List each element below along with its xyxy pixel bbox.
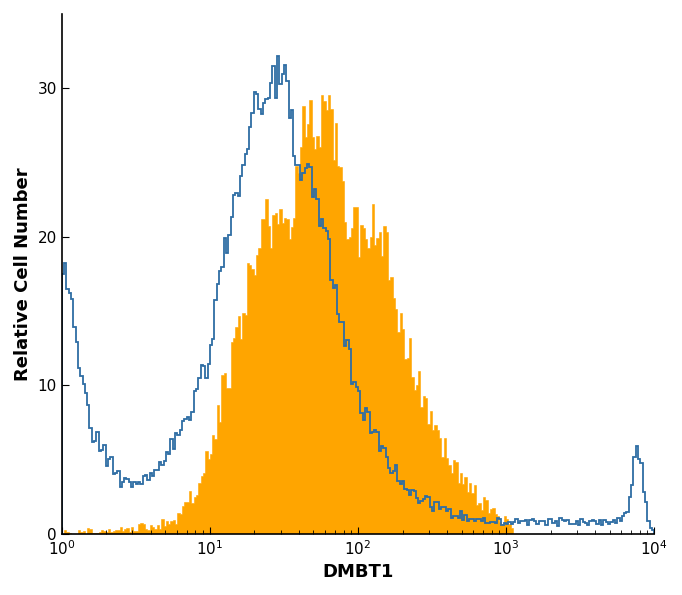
Y-axis label: Relative Cell Number: Relative Cell Number bbox=[14, 167, 32, 381]
X-axis label: DMBT1: DMBT1 bbox=[323, 563, 394, 581]
